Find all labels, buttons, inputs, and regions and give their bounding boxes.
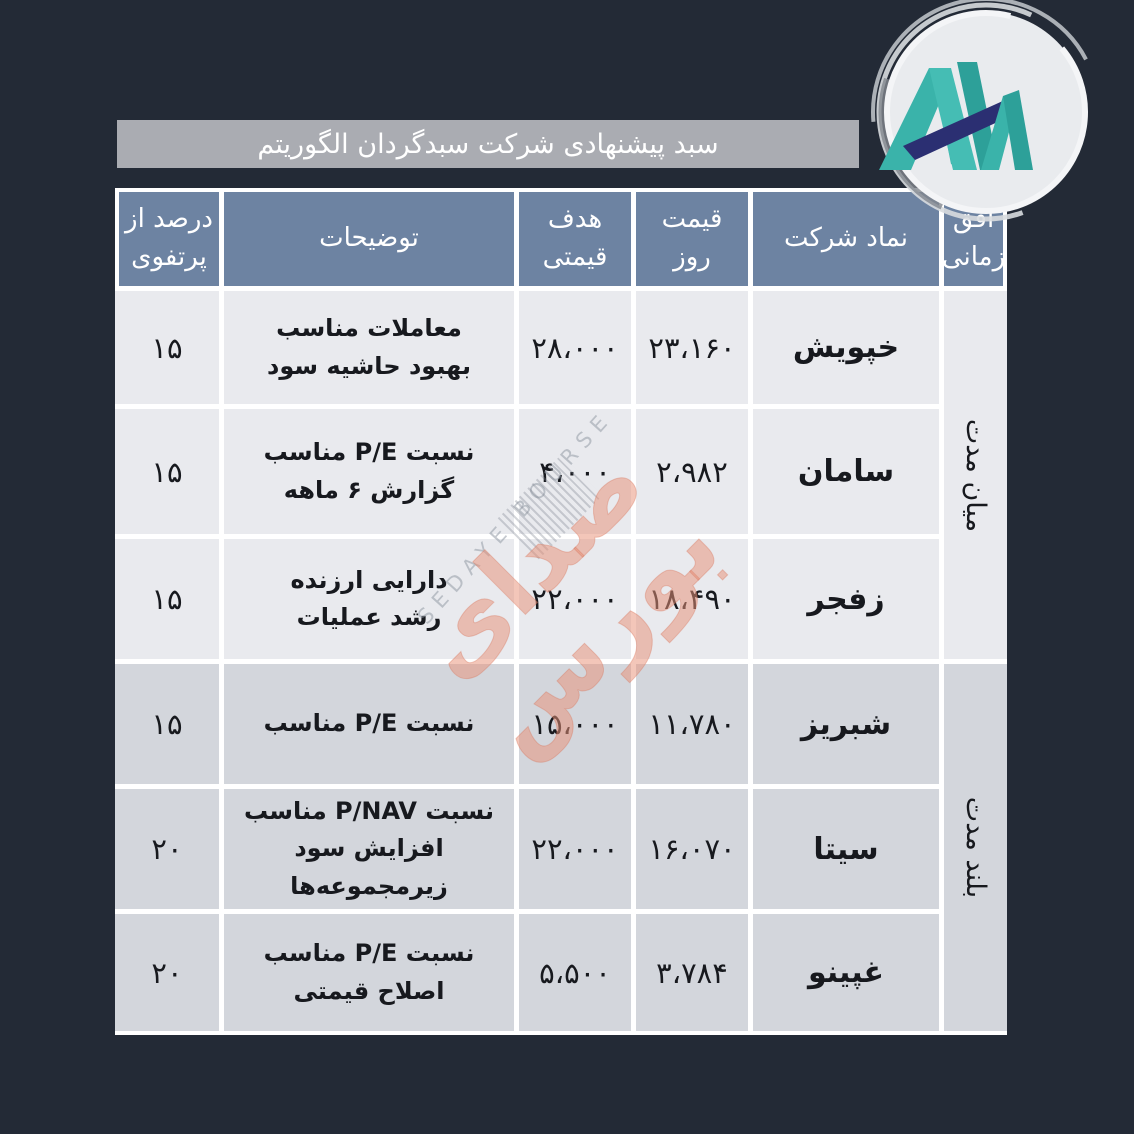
notes-cell: معاملات مناسب بهبود حاشیه سود	[224, 291, 514, 404]
day-price-cell: ۱۱،۷۸۰	[636, 664, 748, 784]
percent-cell: ۱۵	[115, 409, 219, 534]
target-price-cell: ۲۸،۰۰۰	[519, 291, 631, 404]
header-cell-percent: درصد از پرتفوی	[115, 192, 219, 286]
note-line: گزارش ۶ ماهه	[283, 475, 455, 504]
symbol-cell: غپینو	[753, 914, 939, 1031]
symbol-cell: خپویش	[753, 291, 939, 404]
note-line: زیرمجموعه‌ها	[290, 871, 448, 900]
day-price-cell: ۲،۹۸۲	[636, 409, 748, 534]
horizon-group-label: بلند مدت	[959, 796, 991, 899]
horizon-group-label: میان مدت	[960, 418, 991, 532]
logo-av-mark	[879, 62, 1033, 170]
company-logo	[871, 0, 1101, 227]
note-line: نسبت P/E مناسب	[263, 939, 475, 968]
symbol-cell: زفجر	[753, 539, 939, 659]
percent-cell: ۱۵	[115, 539, 219, 659]
percent-cell: ۲۰	[115, 914, 219, 1031]
header-cell-target: هدف قیمتی	[519, 192, 631, 286]
symbol-cell: شبریز	[753, 664, 939, 784]
day-price-cell: ۲۳،۱۶۰	[636, 291, 748, 404]
notes-cell: نسبت P/NAV مناسب افزایش سود زیرمجموعه‌ها	[224, 789, 514, 909]
note-line: نسبت P/E مناسب	[263, 438, 475, 467]
header-cell-price: قیمت روز	[636, 192, 748, 286]
note-line: افزایش سود	[294, 834, 444, 863]
target-price-cell: ۵،۵۰۰	[519, 914, 631, 1031]
notes-cell: دارایی ارزنده رشد عملیات	[224, 539, 514, 659]
target-price-cell: ۱۵،۰۰۰	[519, 664, 631, 784]
note-line: دارایی ارزنده	[290, 565, 448, 594]
percent-cell: ۱۵	[115, 664, 219, 784]
note-line: نسبت P/NAV مناسب	[244, 797, 494, 826]
notes-cell: نسبت P/E مناسب	[224, 664, 514, 784]
horizon-group-mid-term: میان مدت	[944, 291, 1007, 659]
page-title: سبد پیشنهادی شرکت سبدگردان الگوریتم	[117, 120, 859, 168]
target-price-cell: ۲۲،۰۰۰	[519, 789, 631, 909]
percent-cell: ۱۵	[115, 291, 219, 404]
portfolio-table: افق زمانی نماد شرکت قیمت روز هدف قیمتی ت…	[115, 188, 1007, 1035]
target-price-cell: ۲۲،۰۰۰	[519, 539, 631, 659]
notes-cell: نسبت P/E مناسب گزارش ۶ ماهه	[224, 409, 514, 534]
symbol-cell: سیتا	[753, 789, 939, 909]
note-line: معاملات مناسب	[276, 314, 462, 343]
day-price-cell: ۱۸،۴۹۰	[636, 539, 748, 659]
horizon-group-long-term: بلند مدت	[944, 664, 1007, 1031]
symbol-cell: سامان	[753, 409, 939, 534]
day-price-cell: ۳،۷۸۴	[636, 914, 748, 1031]
note-line: اصلاح قیمتی	[293, 976, 445, 1005]
percent-cell: ۲۰	[115, 789, 219, 909]
target-price-cell: ۴،۰۰۰	[519, 409, 631, 534]
day-price-cell: ۱۶،۰۷۰	[636, 789, 748, 909]
note-line: رشد عملیات	[296, 603, 442, 631]
note-line: نسبت P/E مناسب	[263, 709, 475, 738]
header-cell-symbol: نماد شرکت	[753, 192, 939, 286]
note-line: بهبود حاشیه سود	[267, 351, 471, 380]
header-cell-notes: توضیحات	[224, 192, 514, 286]
notes-cell: نسبت P/E مناسب اصلاح قیمتی	[224, 914, 514, 1031]
